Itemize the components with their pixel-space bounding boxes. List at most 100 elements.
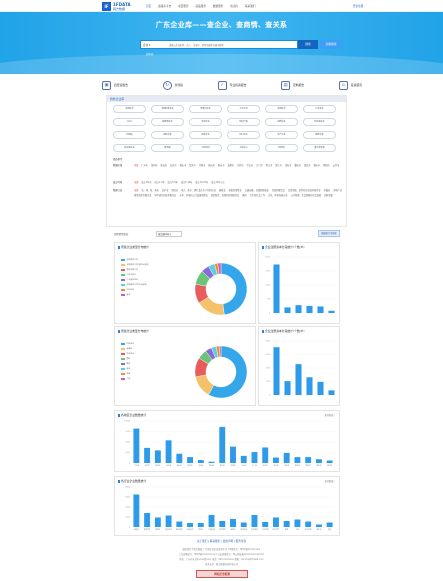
tile-report[interactable]: ▣ 四经营报告	[102, 78, 128, 92]
filter-option[interactable]: 汕尾市	[227, 164, 234, 167]
filter-option[interactable]: 卫生和社会工作	[249, 194, 265, 197]
filter-option[interactable]: 电力、热力、燃气及水生产和供应业	[181, 189, 216, 192]
visualize-button[interactable]: 数据统计可视化	[318, 230, 340, 237]
filter-option[interactable]: 水利、环境和公共设施管理业	[179, 194, 208, 197]
filter-option[interactable]: 成立1-3年	[154, 181, 165, 184]
filter-option[interactable]: 阳江市	[265, 164, 273, 167]
login-link[interactable]: 登录注册	[353, 5, 364, 8]
nav-link-policy[interactable]: 政策库平台	[158, 5, 172, 8]
filter-option[interactable]: 农、林、牧、渔业	[141, 189, 159, 192]
security-badge[interactable]: 网站安全检测	[196, 570, 248, 578]
tile-investment-report[interactable]: ✓ 专业投资报告	[217, 78, 246, 92]
tile-search-investment[interactable]: ↻ 查找投	[162, 78, 183, 92]
filter-option[interactable]: 教育	[242, 194, 247, 197]
filter-option[interactable]: 湛江市	[275, 164, 282, 167]
filter-option[interactable]: 居民服务、修理和其他服务业	[210, 194, 240, 197]
category-pill[interactable]: 高新技术	[265, 105, 298, 113]
category-pill[interactable]: 小巨人	[113, 118, 146, 126]
footer-links[interactable]: 关于我们 | 联系我们 | 使用声明 | 服务条款	[196, 540, 247, 543]
category-pill[interactable]: 研究院	[265, 144, 298, 152]
filter-option[interactable]: 揭阳市	[323, 164, 330, 167]
filter-option[interactable]: 住宿和餐饮业	[271, 189, 285, 192]
category-pill[interactable]: 独角兽企业	[151, 118, 184, 126]
category-pill[interactable]: 外资企业	[189, 118, 222, 126]
nav-link-data[interactable]: 数据服务	[212, 5, 224, 8]
category-pill[interactable]: 出口企业	[227, 131, 260, 139]
filter-option[interactable]: 全部	[134, 164, 139, 167]
tile-custom-report[interactable]: ▤ 定制报告	[280, 78, 304, 92]
filter-option[interactable]: 采矿业	[161, 189, 169, 192]
category-pill[interactable]: 科创板	[113, 131, 146, 139]
category-pill[interactable]: 上市公司	[227, 105, 260, 113]
filter-option[interactable]: 惠州市	[217, 164, 225, 167]
category-pill[interactable]: 专精特新企业	[151, 105, 184, 113]
filter-option[interactable]: 信息传输、软件和信息技术服务业	[287, 189, 321, 192]
nav-link-home[interactable]: 首页	[146, 5, 152, 8]
filter-option[interactable]: 韶关市	[189, 164, 196, 167]
filter-option[interactable]: 佛山市	[179, 164, 187, 167]
category-pill[interactable]: 国有企业	[151, 131, 184, 139]
filter-option[interactable]: 成立3-5年	[167, 181, 178, 184]
filter-option[interactable]: 租赁和商务服务业	[134, 194, 152, 197]
filter-option[interactable]: 广州市	[141, 164, 148, 167]
filter-option[interactable]: 成立15年以上	[211, 181, 225, 184]
advanced-search-button[interactable]: 高级搜索	[320, 40, 342, 49]
category-pill[interactable]: 孵化器	[151, 144, 184, 152]
category-label: 佛山市	[177, 464, 182, 467]
filter-option[interactable]: 河源市	[198, 164, 206, 167]
category-pill[interactable]: 生产企业	[265, 131, 298, 139]
filter-option[interactable]: 江门市	[256, 164, 263, 167]
nav-link-project[interactable]: 项目服务	[178, 5, 189, 8]
nav-link-goods[interactable]: 商品服务	[195, 5, 206, 8]
more-data-link[interactable]: 更多数据 ›	[324, 480, 335, 483]
filter-option[interactable]: 全部	[134, 189, 139, 192]
category-pill[interactable]: 知识产权	[227, 118, 260, 126]
filter-option[interactable]: 文化、体育和娱乐业	[267, 194, 288, 197]
filter-option[interactable]: 房地产业	[333, 189, 342, 192]
filter-option[interactable]: 成立5-10年	[180, 181, 193, 184]
filter-option[interactable]: 国际组织	[324, 194, 333, 197]
logo[interactable]: IF 1FDATA 韩方数据	[102, 2, 136, 11]
filter-option[interactable]: 清远市	[303, 164, 311, 167]
filter-option[interactable]: 深圳市	[150, 164, 158, 167]
filter-option[interactable]: 制造业	[171, 189, 178, 192]
more-data-link[interactable]: 更多数据 ›	[324, 414, 335, 417]
bar	[240, 522, 247, 527]
filter-option[interactable]: 金融业	[323, 189, 331, 192]
filter-option[interactable]: 成立1年内	[141, 181, 152, 184]
filter-option[interactable]: 汕头市	[170, 164, 177, 167]
category-pill[interactable]: 省重点企业	[189, 105, 222, 113]
filter-option[interactable]: 全部	[134, 181, 139, 184]
category-pill[interactable]: 服务企业	[303, 131, 336, 139]
category-pill[interactable]: 行业龙头	[303, 105, 336, 113]
category-pill[interactable]: 科技型企业	[303, 118, 336, 126]
filter-option[interactable]: 交通运输、仓储和邮政业	[244, 189, 269, 192]
filter-option[interactable]: 梅州市	[208, 164, 215, 167]
filter-option[interactable]: 中山市	[246, 164, 254, 167]
search-input[interactable]	[169, 42, 295, 48]
category-pill[interactable]: 工程中心	[227, 144, 260, 152]
category-pill[interactable]: 重点实验室	[303, 144, 336, 152]
category-pill[interactable]: 科技型企业	[113, 144, 146, 152]
filter-option[interactable]: 科学研究和技术服务业	[154, 194, 177, 197]
filter-option[interactable]: 成立10-15年	[195, 181, 209, 184]
search-type-select[interactable]: 企业 ▾	[143, 44, 151, 47]
nav-link-knowledge[interactable]: 知识库	[230, 5, 239, 8]
filter-option[interactable]: 公共管理、社会保障和社会组织	[290, 194, 322, 197]
filter-option[interactable]: 潮州市	[313, 164, 321, 167]
filter-option[interactable]: 茂名市	[284, 164, 292, 167]
tile-consultant[interactable]: ⌂ 投资顾问	[338, 78, 362, 92]
filter-option[interactable]: 建筑业	[219, 189, 226, 192]
filter-option[interactable]: 肇庆市	[294, 164, 301, 167]
filter-option[interactable]: 云浮市	[332, 164, 340, 167]
sort-select[interactable]: 按注册时间 ▾	[156, 231, 182, 237]
filter-option[interactable]: 珠海市	[160, 164, 168, 167]
filter-option[interactable]: 批发和零售业	[228, 189, 242, 192]
filter-option[interactable]: 东莞市	[237, 164, 244, 167]
search-button[interactable]: 搜索	[298, 40, 318, 49]
nav-link-contact[interactable]: 联系我们	[245, 5, 256, 8]
category-pill[interactable]: 民营企业	[189, 131, 222, 139]
category-pill[interactable]: 众创空间	[189, 144, 222, 152]
category-pill[interactable]: 高新技术	[113, 105, 146, 113]
category-pill[interactable]: 创新企业	[265, 118, 298, 126]
